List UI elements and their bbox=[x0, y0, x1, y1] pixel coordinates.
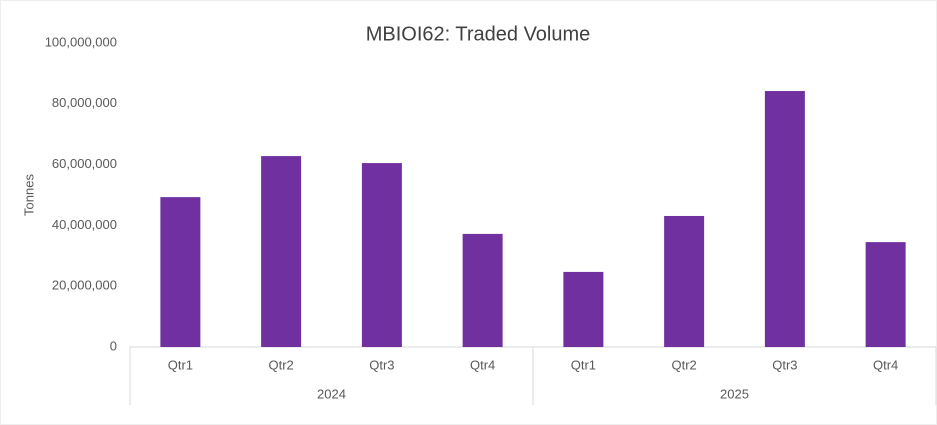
x-tick-label: Qtr3 bbox=[772, 357, 797, 372]
chart-title: MBIOI62: Traded Volume bbox=[366, 23, 591, 45]
y-tick-label: 100,000,000 bbox=[45, 34, 117, 49]
x-tick-label: Qtr2 bbox=[671, 357, 696, 372]
y-tick-label: 0 bbox=[110, 338, 117, 353]
x-tick-label: Qtr1 bbox=[168, 357, 193, 372]
x-tick-label: Qtr4 bbox=[873, 357, 898, 372]
y-tick-label: 40,000,000 bbox=[52, 217, 117, 232]
bar bbox=[563, 271, 604, 347]
y-tick-label: 60,000,000 bbox=[52, 156, 117, 171]
x-group-label: 2024 bbox=[317, 386, 346, 401]
x-tick-label: Qtr1 bbox=[571, 357, 596, 372]
bar bbox=[160, 197, 201, 347]
bar bbox=[764, 91, 805, 347]
bar bbox=[261, 156, 302, 347]
bar bbox=[664, 215, 705, 347]
y-tick-label: 80,000,000 bbox=[52, 95, 117, 110]
y-tick-label: 20,000,000 bbox=[52, 278, 117, 293]
x-tick-label: Qtr4 bbox=[470, 357, 495, 372]
x-group-label: 2025 bbox=[720, 386, 749, 401]
y-axis-label: Tonnes bbox=[21, 174, 36, 216]
x-tick-label: Qtr2 bbox=[268, 357, 293, 372]
bar bbox=[865, 242, 906, 347]
x-tick-label: Qtr3 bbox=[369, 357, 394, 372]
bar bbox=[462, 233, 503, 347]
bar bbox=[361, 163, 402, 347]
